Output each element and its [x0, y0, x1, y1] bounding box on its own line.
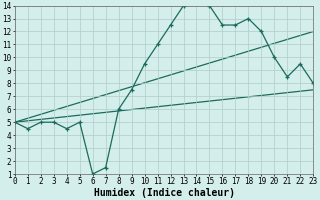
X-axis label: Humidex (Indice chaleur): Humidex (Indice chaleur): [93, 188, 235, 198]
